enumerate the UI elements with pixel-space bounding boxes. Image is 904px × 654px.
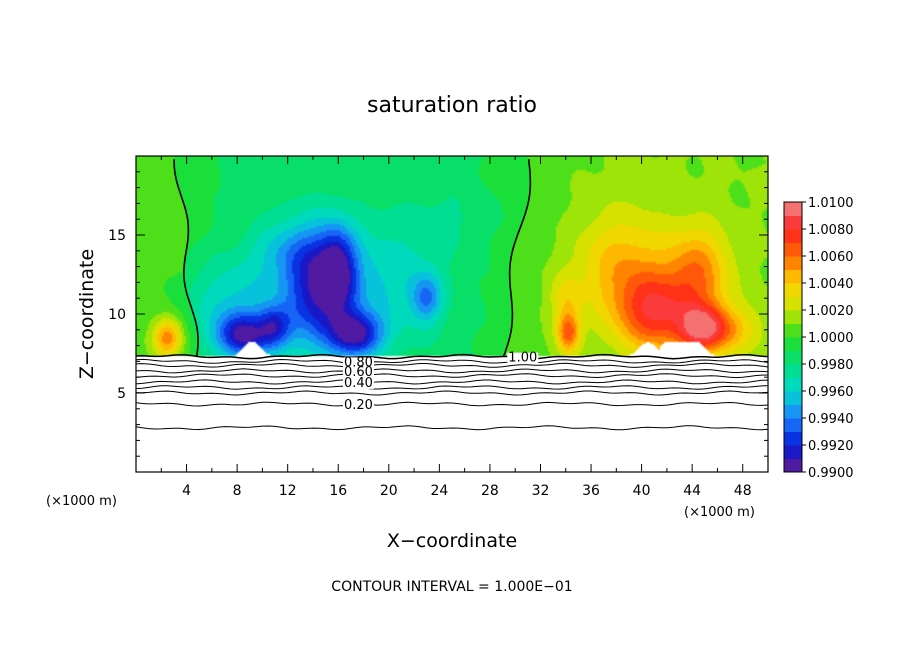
chart-title: saturation ratio bbox=[367, 93, 537, 118]
colorbar-tick-label: 1.0020 bbox=[808, 304, 854, 319]
contour-label-layer: 1.00 0.800.600.40 0.20 bbox=[342, 351, 539, 413]
colorbar-band bbox=[784, 445, 802, 459]
colorbar-tick-label: 1.0000 bbox=[808, 331, 854, 346]
x-tick-label: 16 bbox=[329, 483, 347, 499]
y-tick-label: 5 bbox=[117, 386, 126, 402]
contour-1-00-right bbox=[502, 159, 532, 357]
colorbar-tick-label: 0.9960 bbox=[808, 385, 854, 400]
ground-contour-line bbox=[136, 368, 768, 374]
colorbar-band bbox=[784, 364, 802, 378]
colorbar-tick-label: 1.0100 bbox=[808, 196, 854, 211]
x-tick-label: 32 bbox=[532, 483, 550, 499]
x-tick-label: 12 bbox=[279, 483, 297, 499]
contour-label: 0.20 bbox=[344, 398, 373, 413]
contour-label: 1.00 bbox=[508, 351, 537, 366]
x-tick-label: 48 bbox=[734, 483, 752, 499]
ground-contour-line bbox=[136, 385, 768, 390]
x-axis: 4 8 12 16 20 24 28 32 36 40 44 48 bbox=[160, 156, 752, 499]
colorbar-band bbox=[784, 229, 802, 243]
colorbar-band bbox=[784, 242, 802, 257]
colorbar-band bbox=[784, 256, 802, 270]
ground-contour-line bbox=[136, 358, 768, 364]
ground-contour-line bbox=[136, 362, 768, 368]
colorbar: 1.0100 1.0080 1.0060 1.0040 1.0020 1.0000 0.99… bbox=[783, 196, 854, 481]
colorbar-tick-label: 0.9940 bbox=[808, 412, 854, 427]
contour-label-bg bbox=[507, 352, 539, 364]
colorbar-band bbox=[784, 269, 802, 284]
ground-contour-line bbox=[136, 390, 768, 396]
colorbar-band bbox=[784, 310, 802, 324]
x-unit-label-right: (×1000 m) bbox=[684, 505, 755, 520]
colorbar-tick-label: 1.0080 bbox=[808, 223, 854, 238]
colorbar-tick-label: 1.0060 bbox=[808, 250, 854, 265]
colorbar-band bbox=[784, 350, 802, 365]
contour-label-bg bbox=[342, 400, 374, 412]
colorbar-band bbox=[784, 323, 802, 338]
contour-label: 0.80 bbox=[344, 355, 373, 370]
colorbar-band bbox=[784, 337, 802, 351]
x-tick-label: 44 bbox=[683, 483, 701, 499]
ground-contour-line bbox=[136, 425, 768, 431]
colorbar-band bbox=[784, 202, 802, 216]
contour-label-bg bbox=[342, 377, 374, 389]
x-axis-title: X−coordinate bbox=[387, 530, 517, 552]
x-unit-label-left: (×1000 m) bbox=[46, 494, 117, 509]
colorbar-band bbox=[784, 391, 802, 405]
plot-area bbox=[136, 156, 768, 472]
colorbar-band bbox=[784, 458, 802, 473]
colorbar-tick-label: 0.9980 bbox=[808, 358, 854, 373]
colorbar-tick-label: 0.9900 bbox=[808, 466, 854, 481]
colorbar-band bbox=[784, 215, 802, 230]
x-tick-label: 4 bbox=[182, 483, 191, 499]
contour-label: 0.60 bbox=[344, 365, 373, 380]
y-axis-title: Z−coordinate bbox=[76, 249, 98, 379]
ground-contour-line bbox=[136, 379, 768, 385]
contour-lines bbox=[136, 159, 768, 431]
colorbar-band bbox=[784, 404, 802, 419]
colorbar-band bbox=[784, 283, 802, 297]
y-axis: 5 10 15 bbox=[108, 171, 768, 457]
x-tick-label: 28 bbox=[481, 483, 499, 499]
contour-label: 0.40 bbox=[344, 376, 373, 391]
x-tick-label: 8 bbox=[233, 483, 242, 499]
ground-contour-line bbox=[136, 401, 768, 407]
colorbar-tick-label: 1.0040 bbox=[808, 277, 854, 292]
colorbar-band bbox=[784, 377, 802, 392]
saturation-field bbox=[136, 156, 768, 472]
y-tick-label: 10 bbox=[108, 307, 126, 323]
ground-contour-line bbox=[136, 353, 768, 360]
colorbar-band bbox=[784, 296, 802, 311]
contour-interval-note: CONTOUR INTERVAL = 1.000E−01 bbox=[331, 579, 572, 595]
ground-contour-line bbox=[136, 373, 768, 379]
colorbar-band bbox=[784, 431, 802, 446]
colorbar-band bbox=[784, 418, 802, 432]
y-tick-label: 15 bbox=[108, 228, 126, 244]
contour-1-00-left bbox=[173, 159, 199, 357]
colorbar-tick-label: 0.9920 bbox=[808, 439, 854, 454]
contour-label-bg bbox=[342, 366, 374, 378]
x-tick-label: 24 bbox=[430, 483, 448, 499]
x-tick-label: 40 bbox=[633, 483, 651, 499]
x-tick-label: 20 bbox=[380, 483, 398, 499]
x-tick-label: 36 bbox=[582, 483, 600, 499]
contour-label-bg bbox=[342, 357, 374, 369]
